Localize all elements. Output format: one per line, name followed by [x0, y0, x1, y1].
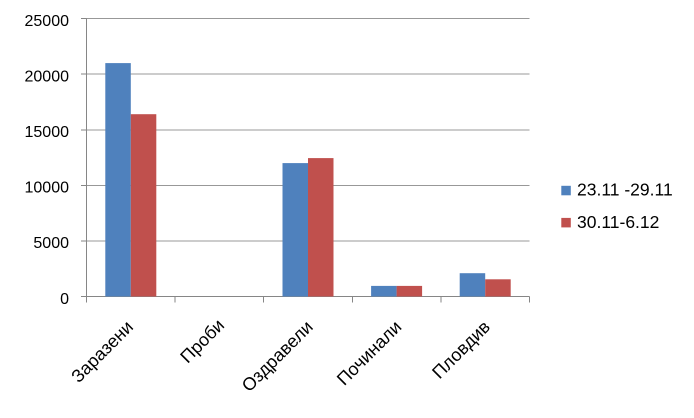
svg-text:15000: 15000: [25, 124, 70, 141]
svg-text:30.11-6.12: 30.11-6.12: [577, 212, 659, 232]
svg-text:5000: 5000: [33, 235, 69, 252]
svg-text:20000: 20000: [25, 69, 70, 86]
svg-text:10000: 10000: [25, 180, 70, 197]
svg-text:23.11 -29.11: 23.11 -29.11: [577, 180, 673, 200]
svg-text:0: 0: [60, 291, 69, 308]
svg-text:25000: 25000: [25, 13, 70, 30]
